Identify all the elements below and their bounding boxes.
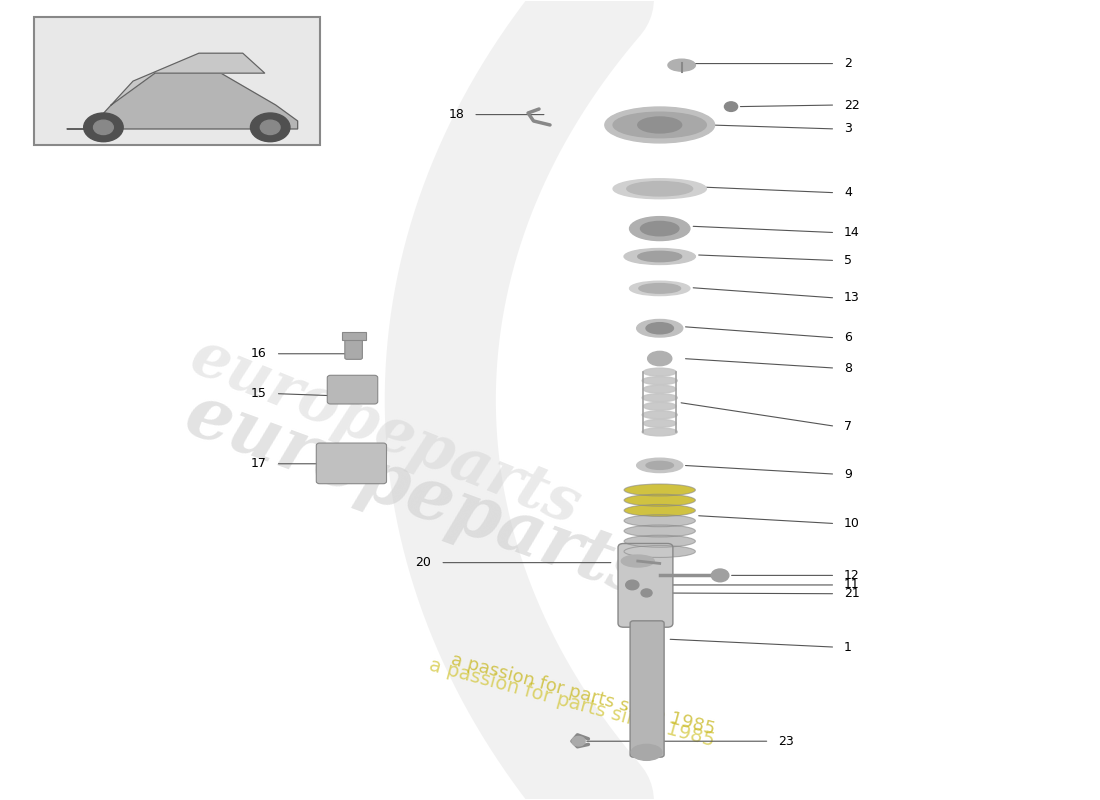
Text: a passion for parts since 1985: a passion for parts since 1985 [449,651,717,739]
Ellipse shape [613,178,706,198]
Text: 20: 20 [416,556,431,569]
Ellipse shape [624,535,695,547]
Ellipse shape [644,385,676,393]
Ellipse shape [642,428,678,436]
Ellipse shape [638,117,682,133]
Ellipse shape [646,322,673,334]
Text: 8: 8 [844,362,852,374]
Ellipse shape [627,182,693,196]
Text: europeparts: europeparts [182,326,590,538]
Ellipse shape [637,319,683,337]
Text: 22: 22 [844,98,860,111]
Text: 4: 4 [844,186,851,199]
Text: 6: 6 [844,331,851,344]
Ellipse shape [642,411,678,418]
Polygon shape [67,73,298,129]
Ellipse shape [648,351,672,366]
Text: 16: 16 [251,347,267,360]
Text: 18: 18 [449,108,464,121]
FancyBboxPatch shape [618,543,673,627]
Text: 17: 17 [251,458,267,470]
Text: 15: 15 [251,387,267,400]
Text: 7: 7 [844,420,852,433]
Text: 5: 5 [844,254,852,267]
Text: 9: 9 [844,468,851,481]
Ellipse shape [624,249,695,265]
Ellipse shape [624,525,695,537]
Ellipse shape [629,217,690,241]
Polygon shape [111,54,265,105]
Ellipse shape [638,251,682,262]
Ellipse shape [642,377,678,385]
Ellipse shape [644,419,676,427]
Text: 10: 10 [844,517,860,530]
Text: 3: 3 [844,122,851,135]
Ellipse shape [629,282,690,295]
FancyBboxPatch shape [630,621,664,757]
Text: 11: 11 [844,578,860,591]
FancyBboxPatch shape [34,18,320,145]
Ellipse shape [640,222,679,236]
Text: europeparts: europeparts [176,378,661,613]
Circle shape [94,120,113,134]
Ellipse shape [646,462,673,470]
Circle shape [261,120,280,134]
Ellipse shape [624,505,695,517]
Ellipse shape [605,107,715,143]
Text: a passion for parts since 1985: a passion for parts since 1985 [427,656,717,750]
Circle shape [626,580,639,590]
Ellipse shape [644,368,676,376]
Circle shape [84,113,123,142]
Ellipse shape [624,546,695,558]
Text: 13: 13 [844,291,860,305]
Text: 1: 1 [844,641,851,654]
Text: 21: 21 [844,587,860,600]
Text: 14: 14 [844,226,860,239]
Bar [341,332,365,340]
Ellipse shape [668,59,695,71]
Ellipse shape [624,484,695,496]
Circle shape [251,113,290,142]
Circle shape [572,737,585,746]
Circle shape [641,589,652,597]
Circle shape [725,102,738,111]
Ellipse shape [631,744,662,760]
FancyBboxPatch shape [344,336,362,359]
Text: 12: 12 [844,569,860,582]
Circle shape [712,569,729,582]
Ellipse shape [639,284,681,293]
Ellipse shape [642,394,678,402]
Ellipse shape [637,458,683,473]
Text: 23: 23 [778,734,794,748]
Ellipse shape [613,112,706,138]
FancyBboxPatch shape [317,443,386,484]
Ellipse shape [621,555,654,567]
Ellipse shape [644,402,676,410]
Ellipse shape [624,514,695,526]
FancyBboxPatch shape [328,375,377,404]
Ellipse shape [624,494,695,506]
Text: 2: 2 [844,57,851,70]
